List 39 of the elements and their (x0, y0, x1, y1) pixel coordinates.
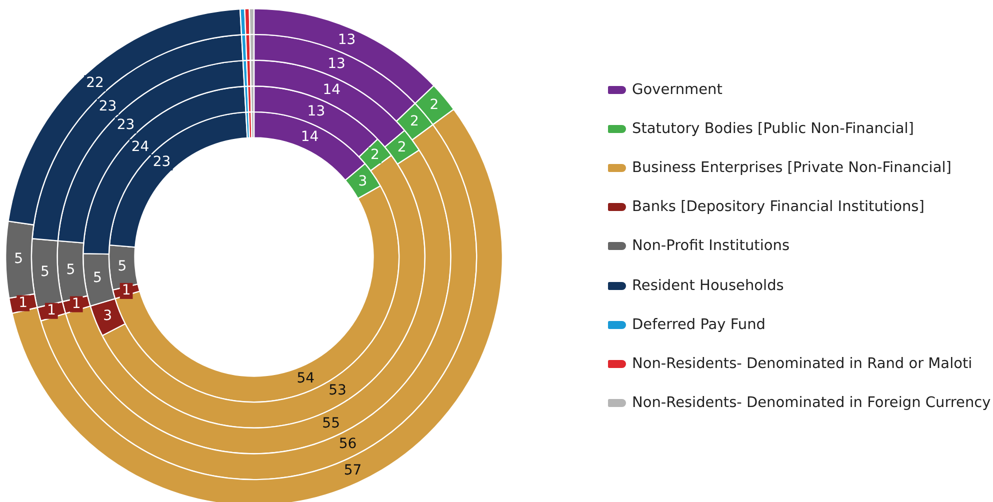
data-label: 5 (118, 258, 127, 274)
legend-label: Government (632, 82, 722, 98)
data-label: 3 (358, 173, 368, 190)
data-label: 55 (322, 416, 340, 432)
data-label: 53 (328, 382, 346, 399)
data-label: 3 (103, 308, 112, 324)
data-label: 1 (122, 282, 131, 299)
data-label: 5 (40, 264, 50, 280)
data-label: 1 (18, 294, 28, 311)
data-label: 23 (98, 98, 117, 114)
data-label: 5 (14, 251, 23, 268)
data-label: 24 (131, 138, 150, 155)
legend-label: Non-Residents- Denominated in Rand or Maloti (632, 356, 972, 372)
data-label: 2 (410, 114, 419, 130)
data-label: 2 (370, 146, 380, 163)
legend-label: Resident Households (632, 278, 784, 294)
data-label: 14 (322, 82, 341, 98)
data-label: 57 (344, 462, 362, 478)
legend-label: Deferred Pay Fund (632, 316, 766, 333)
legend-label: Banks [Depository Financial Institutions] (632, 199, 924, 216)
data-label: 14 (300, 128, 319, 145)
legend-label: Non-Profit Institutions (632, 238, 790, 254)
data-label: 1 (46, 302, 56, 319)
legend-label: Statutory Bodies [Public Non-Financial] (632, 120, 914, 137)
data-label: 23 (152, 154, 171, 170)
data-label: 13 (307, 103, 326, 120)
data-label: 5 (66, 262, 76, 278)
data-label: 5 (93, 270, 102, 286)
data-label: 54 (296, 370, 315, 386)
data-label: 56 (338, 436, 357, 452)
data-label: 23 (116, 116, 135, 133)
legend-label: Business Enterprises [Private Non-Financial] (632, 160, 952, 176)
data-label: 2 (397, 139, 406, 156)
data-label: 13 (338, 32, 356, 48)
data-label: 2 (430, 97, 439, 114)
legend-label: Non-Residents- Denominated in Foreign Currency (632, 395, 991, 412)
data-label: 1 (72, 296, 81, 312)
data-label: 22 (86, 74, 104, 91)
data-label: 13 (328, 56, 346, 72)
